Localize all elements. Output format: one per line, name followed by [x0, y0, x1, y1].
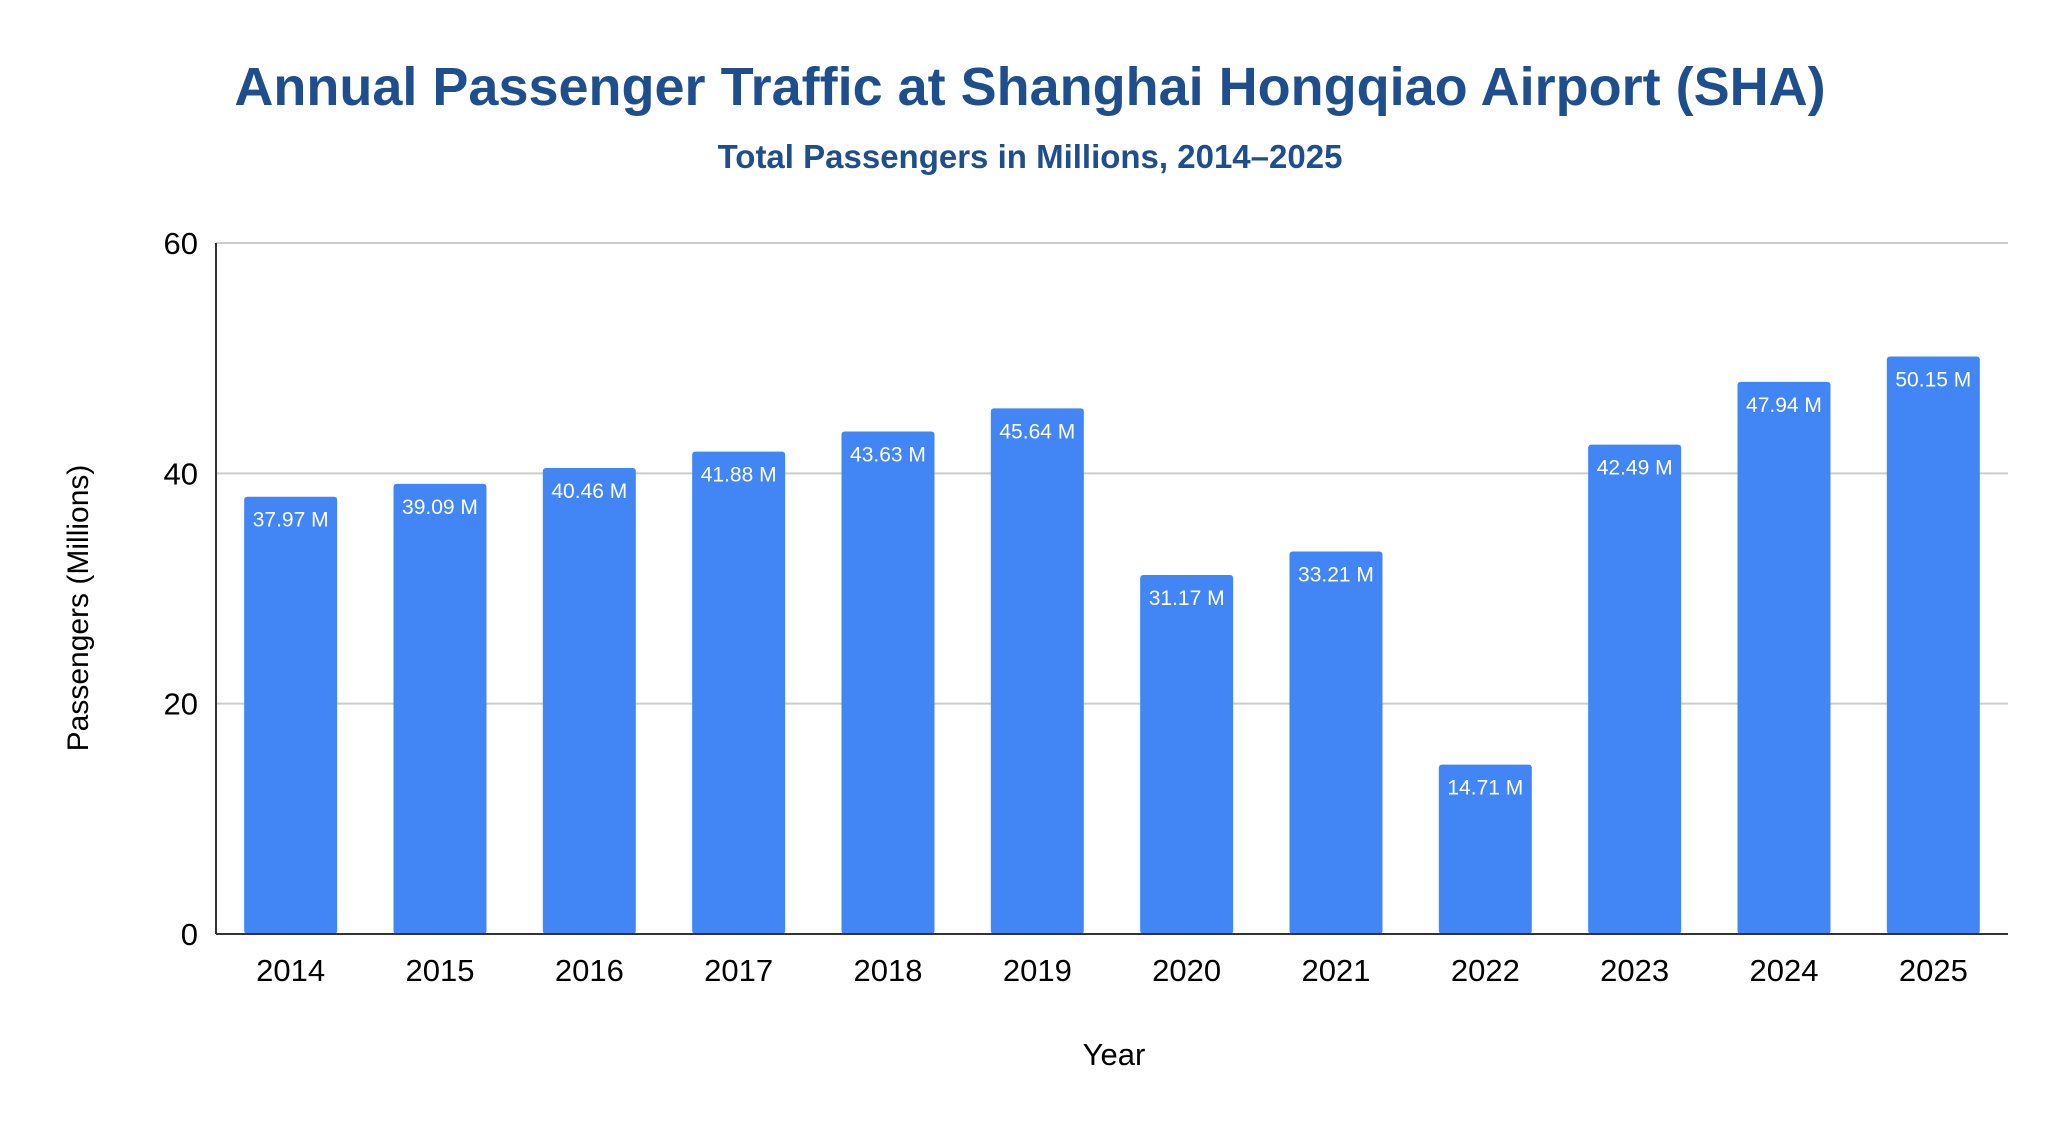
bar-value-label: 41.88 M [701, 464, 777, 487]
y-tick-label: 0 [181, 917, 198, 952]
bar [990, 408, 1084, 934]
bars: 37.97 M 39.09 M 40.46 M 41.88 M 43.63 M 45.64… [244, 356, 1980, 934]
x-tick-label: 2023 [1600, 953, 1669, 988]
bar [1737, 381, 1831, 934]
x-tick-label: 2015 [406, 953, 475, 988]
bar [692, 451, 786, 934]
x-tick-label: 2025 [1899, 953, 1968, 988]
bar [244, 496, 338, 934]
bar-value-label: 45.64 M [999, 420, 1075, 443]
bar [542, 468, 636, 934]
y-tick-label: 20 [164, 687, 198, 722]
bar-value-label: 37.97 M [253, 509, 329, 532]
y-tick-label: 60 [164, 226, 198, 261]
x-tick-label: 2020 [1152, 953, 1221, 988]
bar-value-label: 43.63 M [850, 444, 926, 467]
bar [1438, 764, 1532, 934]
x-tick-label: 2024 [1750, 953, 1819, 988]
bar-value-label: 40.46 M [551, 480, 627, 503]
axes: 0 20 40 60 2014 2015 2016 2017 2018 2019 2020 2021 2… [164, 226, 2008, 988]
chart-subtitle: Total Passengers in Millions, 2014–2025 [718, 138, 1343, 175]
bar-value-label: 14.71 M [1447, 777, 1523, 800]
x-tick-label: 2021 [1302, 953, 1371, 988]
x-tick-label: 2014 [256, 953, 325, 988]
bar-value-label: 47.94 M [1746, 394, 1822, 417]
x-tick-label: 2019 [1003, 953, 1072, 988]
bar-value-label: 50.15 M [1895, 368, 1971, 391]
bar [1140, 575, 1234, 934]
bar [841, 431, 935, 934]
x-tick-label: 2017 [704, 953, 773, 988]
y-axis-title: Passengers (Millions) [62, 465, 95, 752]
bar [1289, 551, 1383, 934]
chart-title: Annual Passenger Traffic at Shanghai Hon… [234, 57, 1825, 117]
x-tick-label: 2016 [555, 953, 624, 988]
gridlines [216, 242, 2008, 705]
x-tick-label: 2018 [854, 953, 923, 988]
bar [1886, 356, 1980, 934]
x-tick-label: 2022 [1451, 953, 1520, 988]
bar-value-label: 39.09 M [402, 496, 478, 519]
bar-value-label: 31.17 M [1149, 587, 1225, 610]
bar [1588, 444, 1682, 934]
bar-value-label: 42.49 M [1597, 457, 1673, 480]
y-tick-label: 40 [164, 456, 198, 491]
bar-value-label: 33.21 M [1298, 564, 1374, 587]
bar [393, 483, 487, 934]
x-axis-title: Year [1083, 1037, 1146, 1072]
